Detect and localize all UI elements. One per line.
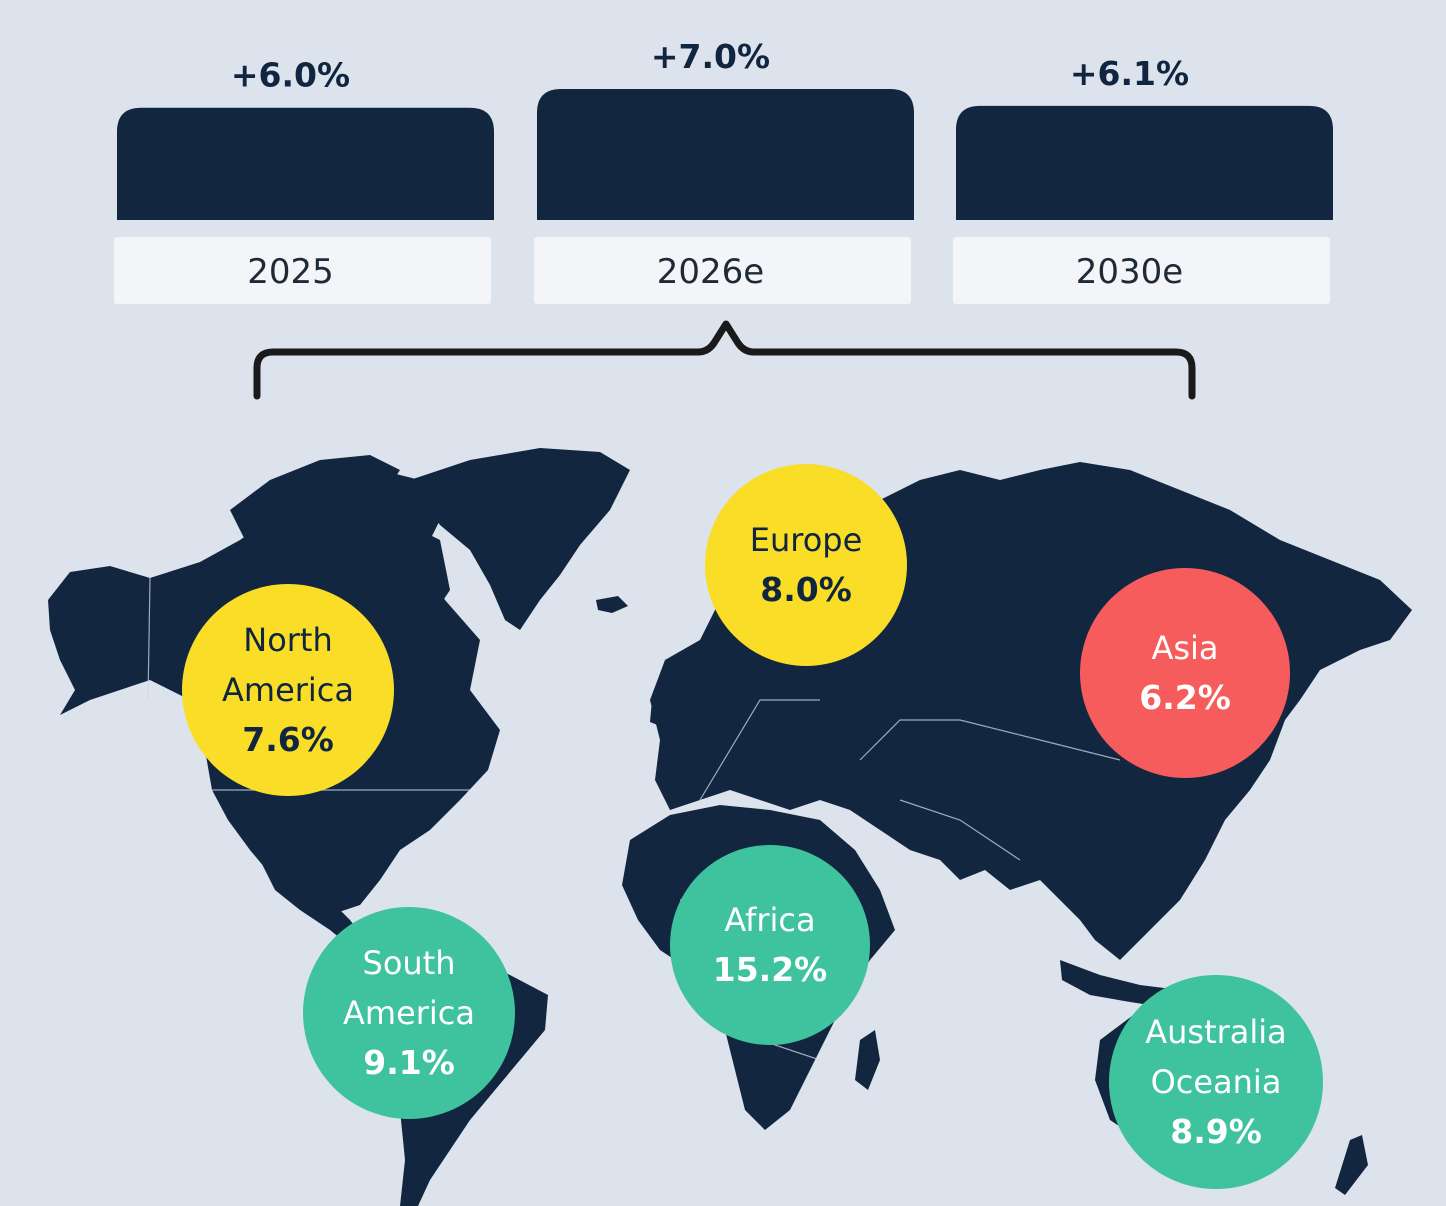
map-iceland <box>596 596 628 613</box>
map-baffin <box>350 520 450 620</box>
region-name: South America <box>343 944 475 1032</box>
region-value: 7.6% <box>242 720 334 759</box>
category-label-box <box>953 237 1330 304</box>
region-bubble-asia: Asia 6.2% <box>1080 568 1290 778</box>
bar-2025 <box>117 107 494 220</box>
region-value: 8.9% <box>1170 1112 1262 1151</box>
region-bubble-south-america: South America 9.1% <box>303 907 515 1119</box>
map-arctic-islands <box>230 455 400 570</box>
region-bubble-africa: Africa 15.2% <box>670 845 870 1045</box>
category-label: 2030e <box>1076 252 1183 292</box>
map-britain <box>650 688 676 728</box>
category-label-box <box>534 237 911 304</box>
map-new-zealand <box>1335 1135 1368 1195</box>
region-bubble-europe: Europe 8.0% <box>705 464 907 666</box>
region-value: 9.1% <box>363 1043 455 1082</box>
category-label: 2026e <box>657 252 764 292</box>
region-value: 6.2% <box>1139 678 1231 717</box>
map-japan <box>1196 760 1228 850</box>
category-label-box <box>114 237 491 304</box>
region-name: North America <box>222 621 354 709</box>
region-name: Asia <box>1151 629 1219 667</box>
map-greenland <box>410 448 630 630</box>
bar-2030e <box>956 105 1333 220</box>
map-central-america <box>260 860 365 948</box>
region-name: Europe <box>749 521 863 559</box>
bar-value-label: +7.0% <box>651 37 770 76</box>
region-name: Africa <box>724 901 816 939</box>
region-name: Australia Oceania <box>1145 1013 1287 1101</box>
category-label: 2025 <box>247 252 334 292</box>
bars-layer: +6.0% 2025 +7.0% 2026e +6.1% 2030e <box>114 37 1333 304</box>
bar-value-label: +6.1% <box>1070 54 1189 93</box>
bar-value-label: +6.0% <box>231 56 350 95</box>
region-value: 8.0% <box>760 570 852 609</box>
region-bubble-australia-oceania: Australia Oceania 8.9% <box>1109 975 1323 1189</box>
map-madagascar <box>855 1030 880 1090</box>
region-bubble-north-america: North America 7.6% <box>182 584 394 796</box>
region-value: 15.2% <box>712 950 828 989</box>
grouping-brace <box>253 320 1196 400</box>
bar-2026e <box>537 89 914 220</box>
